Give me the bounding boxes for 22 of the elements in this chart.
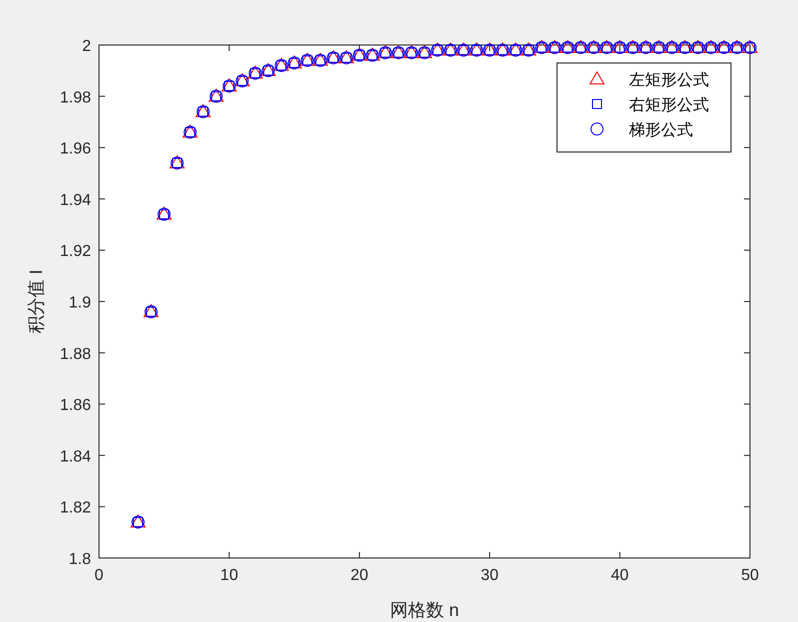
y-tick-label: 1.82 bbox=[60, 500, 92, 517]
legend-label: 梯形公式 bbox=[628, 121, 693, 139]
legend-label: 右矩形公式 bbox=[629, 96, 709, 114]
y-tick-label: 1.92 bbox=[60, 243, 92, 260]
y-tick-label: 1.88 bbox=[60, 346, 92, 363]
x-tick-label: 0 bbox=[94, 567, 104, 584]
y-axis-title: 积分值 I bbox=[26, 269, 46, 334]
y-tick-label: 1.86 bbox=[60, 397, 92, 414]
x-tick-label: 20 bbox=[350, 567, 368, 584]
y-tick-label: 1.98 bbox=[60, 89, 92, 106]
x-tick-label: 10 bbox=[220, 567, 238, 584]
legend-label: 左矩形公式 bbox=[629, 71, 709, 89]
x-tick-label: 40 bbox=[610, 567, 629, 584]
x-tick-label: 50 bbox=[741, 567, 759, 584]
x-axis-title: 网格数 n bbox=[390, 600, 460, 620]
y-tick-label: 1.84 bbox=[60, 448, 92, 466]
y-tick-label: 1.8 bbox=[68, 551, 92, 568]
y-tick-label: 2 bbox=[82, 38, 92, 55]
x-tick-label: 30 bbox=[480, 567, 499, 584]
y-tick-label: 1.96 bbox=[60, 140, 92, 158]
y-tick-label: 1.94 bbox=[60, 192, 92, 209]
y-tick-label: 1.9 bbox=[68, 294, 92, 312]
